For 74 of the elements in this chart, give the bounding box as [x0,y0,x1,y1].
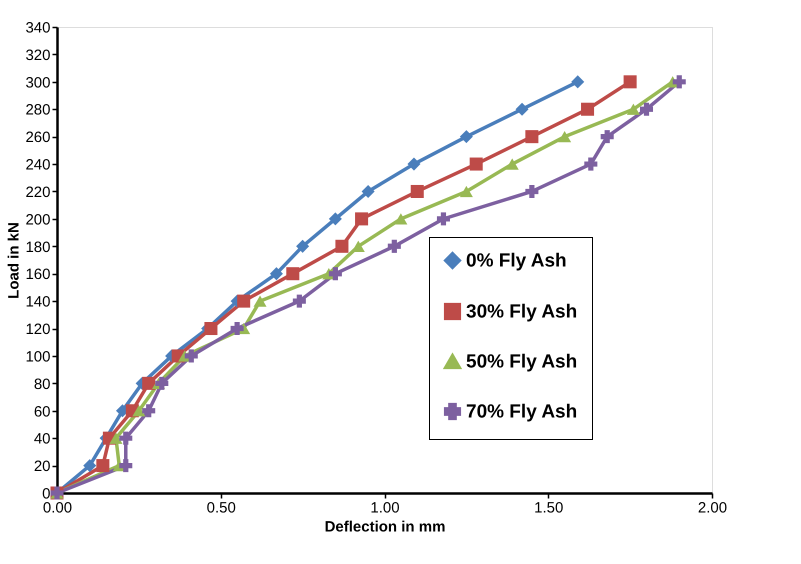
point [286,267,300,280]
point [394,213,408,225]
y-tick-label: 20 [34,458,50,476]
point [581,102,594,116]
legend-label: 50% Fly Ash [466,352,578,372]
point [460,186,473,198]
point [525,184,538,198]
y-tick-label: 100 [25,348,50,366]
y-tick-label: 280 [25,102,50,119]
point [407,158,420,171]
point [119,459,132,472]
point [410,184,424,198]
y-axis-title: Load in kN [5,222,22,299]
x-tick-label: 2.00 [698,500,728,516]
legend-label: 0% Fly Ash [466,250,567,272]
point [254,295,267,307]
point [388,240,401,253]
y-tick-label: 180 [25,238,50,256]
point [237,294,250,308]
point [600,130,614,144]
point [352,240,365,252]
y-tick-label: 0 [42,486,50,502]
point [355,212,368,226]
point [328,267,342,280]
point [626,104,640,115]
point [270,267,283,280]
legend-label: 30% Fly Ash [466,302,578,322]
point [436,212,450,226]
point [184,349,198,362]
point [142,404,156,418]
point [109,432,122,444]
x-tick-label: 1.00 [370,500,400,516]
point [584,158,598,171]
legend-label: 70% Fly Ash [466,402,578,422]
y-tick-label: 120 [25,321,50,338]
x-tick-label: 1.50 [534,500,564,516]
y-tick-label: 40 [34,430,50,448]
y-tick-label: 60 [34,403,50,420]
x-axis-title: Deflection in mm [324,518,446,536]
y-tick-label: 340 [25,20,50,36]
point [296,240,310,253]
point [506,158,519,170]
point [460,130,473,144]
point [672,75,686,88]
point [230,322,244,336]
y-tick-label: 200 [25,211,50,228]
point [640,102,654,116]
point [525,130,538,144]
y-tick-label: 140 [25,294,50,311]
x-tick-label: 0.50 [206,500,236,516]
point [362,184,375,198]
point [204,322,218,336]
y-tick-label: 260 [25,129,50,146]
point [335,240,348,253]
point [155,376,168,390]
point [328,212,342,226]
y-tick-label: 320 [25,46,50,64]
point [292,294,306,308]
point [132,405,146,416]
point [142,376,156,390]
point [96,459,110,472]
point [516,102,529,116]
point [119,432,132,445]
y-tick-label: 300 [25,74,50,92]
x-tick-label: 0.00 [42,500,72,516]
point [470,158,483,171]
point [571,75,584,88]
y-tick-label: 160 [25,266,50,284]
y-tick-label: 220 [25,184,50,201]
point [558,131,572,142]
point [83,459,96,472]
y-tick-label: 240 [25,156,50,174]
y-tick-label: 80 [34,376,50,393]
point [624,75,637,88]
